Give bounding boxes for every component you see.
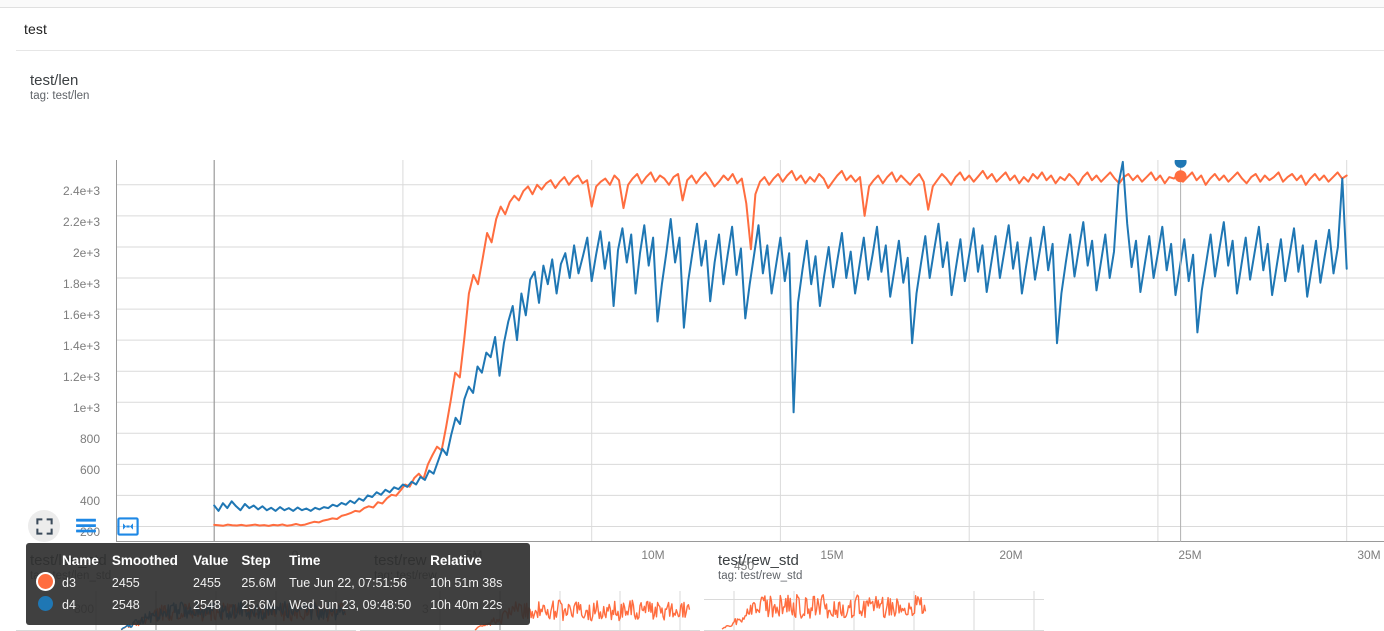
x-tick: 25M	[1178, 548, 1202, 562]
toggle-yaxis-icon	[76, 518, 96, 533]
y-tick: 800	[79, 432, 100, 446]
expand-chart-icon	[35, 517, 53, 535]
y-tick: 2e+3	[72, 246, 100, 260]
tooltip-cell-step: 25.6M	[241, 598, 277, 612]
series-swatch-cell	[38, 572, 62, 594]
run-title: test	[24, 21, 47, 37]
tooltip-cell-relative: 10h 40m 22s	[430, 598, 503, 612]
mini-chart-svg[interactable]	[704, 591, 1044, 631]
y-tick: 1.2e+3	[62, 370, 100, 384]
tooltip-cell-name: d4	[62, 598, 76, 612]
series-swatch-cell	[38, 594, 62, 616]
chart-hover-tooltip: Name Smoothed Value Step Time Relative d…	[26, 543, 530, 625]
tooltip-cell-smoothed: 2455	[111, 576, 140, 590]
chart-title: test/rew_std	[718, 552, 799, 569]
x-tick: 30M	[1357, 548, 1381, 562]
y-tick: 450	[734, 559, 755, 573]
tooltip-cell-name: d3	[62, 576, 76, 590]
fit-domain-button[interactable]	[112, 510, 144, 542]
page-top-strip	[0, 0, 1384, 8]
tooltip-cell-smoothed: 2548	[111, 598, 140, 612]
fit-domain-icon	[117, 516, 139, 536]
x-tick: 15M	[820, 548, 844, 562]
tooltip-row: d3 2455 2455 25.6M Tue Jun 22, 07:51:56 …	[38, 572, 518, 594]
y-tick: 400	[79, 494, 100, 508]
tooltip-cell-step: 25.6M	[241, 576, 277, 590]
tooltip-cell-value: 2548	[193, 598, 221, 612]
chart-tag: tag: test/len	[30, 90, 90, 102]
chart-card-test-len: test/len tag: test/len 2.4e+3 2.2e+3 2e+…	[16, 52, 1384, 562]
plot-area[interactable]	[704, 591, 1044, 631]
series-color-swatch	[38, 596, 53, 611]
tooltip-table: Name Smoothed Value Step Time Relative d…	[38, 553, 518, 616]
tooltip-col-relative: Relative	[430, 553, 482, 568]
tooltip-cell-value: 2455	[193, 576, 221, 590]
x-tick: 10M	[641, 548, 665, 562]
chart-title: test/len	[30, 72, 79, 89]
toggle-yaxis-button[interactable]	[70, 510, 102, 542]
chart-tag: tag: test/rew_std	[718, 570, 803, 582]
tooltip-cell-time: Wed Jun 23, 09:48:50	[289, 598, 412, 612]
y-tick: 600	[79, 463, 100, 477]
y-tick: 2.4e+3	[62, 184, 100, 198]
y-tick: 1.6e+3	[62, 308, 100, 322]
expand-chart-button[interactable]	[28, 510, 60, 542]
y-axis-labels: 2.4e+3 2.2e+3 2e+3 1.8e+3 1.6e+3 1.4e+3 …	[16, 160, 112, 542]
tooltip-cell-time: Tue Jun 22, 07:51:56	[289, 576, 407, 590]
tooltip-cell-relative: 10h 51m 38s	[430, 576, 503, 590]
tooltip-col-step: Step	[241, 553, 271, 568]
x-tick: 20M	[999, 548, 1023, 562]
tooltip-col-smoothed: Smoothed	[111, 553, 178, 568]
y-tick: 1e+3	[72, 401, 100, 415]
chart-header: test/rew_std tag: test/rew_std	[718, 552, 802, 582]
tooltip-col-time: Time	[289, 553, 321, 568]
y-tick: 1.4e+3	[62, 339, 100, 353]
tooltip-col-name: Name	[62, 553, 99, 568]
chart-header: test/len tag: test/len	[30, 72, 89, 102]
tooltip-col-swatch	[38, 553, 62, 572]
y-tick: 1.8e+3	[62, 277, 100, 291]
chart-card-test-rew-std: test/rew_std tag: test/rew_std 450	[704, 548, 1044, 631]
chart-controls	[28, 510, 144, 542]
tooltip-header-row: Name Smoothed Value Step Time Relative	[38, 553, 518, 572]
plot-area[interactable]	[116, 160, 1384, 542]
run-header[interactable]: test	[16, 9, 1384, 51]
tooltip-col-value: Value	[193, 553, 229, 568]
series-color-swatch	[38, 574, 53, 589]
line-chart-svg[interactable]	[116, 160, 1384, 542]
tooltip-row: d4 2548 2548 25.6M Wed Jun 23, 09:48:50 …	[38, 594, 518, 616]
y-tick: 2.2e+3	[62, 215, 100, 229]
